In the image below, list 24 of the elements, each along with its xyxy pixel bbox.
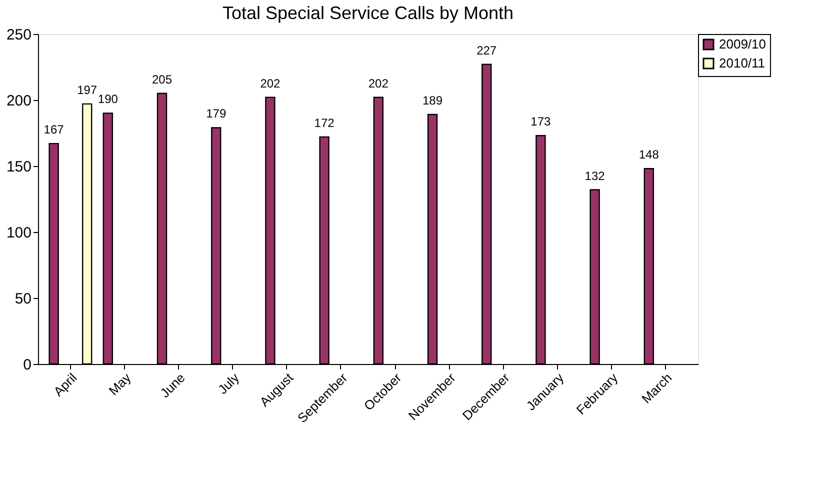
data-label: 205	[152, 72, 172, 86]
y-tick-label: 250	[6, 26, 32, 44]
x-tick-label: May	[106, 370, 134, 398]
y-tick-label: 100	[6, 224, 32, 242]
x-tick-label: July	[214, 370, 242, 398]
chart-title: Total Special Service Calls by Month	[222, 3, 514, 23]
y-tick-label: 0	[23, 356, 32, 374]
y-tick-label: 50	[14, 290, 32, 308]
data-label: 202	[368, 76, 389, 90]
data-label: 190	[98, 92, 118, 106]
data-label: 202	[260, 76, 281, 90]
data-label: 227	[476, 43, 497, 58]
data-label: 167	[44, 122, 64, 137]
data-label: 197	[77, 82, 98, 97]
y-tick-label: 150	[6, 158, 32, 176]
legend-label: 2009/10	[719, 36, 766, 52]
data-label: 172	[314, 116, 335, 130]
data-label: 179	[206, 106, 226, 121]
data-label: 148	[638, 148, 660, 162]
y-tick-label: 200	[6, 92, 32, 110]
data-label: 132	[584, 168, 606, 183]
data-label: 173	[530, 114, 552, 129]
data-label: 189	[422, 94, 443, 108]
legend-label: 2010/11	[719, 56, 766, 70]
